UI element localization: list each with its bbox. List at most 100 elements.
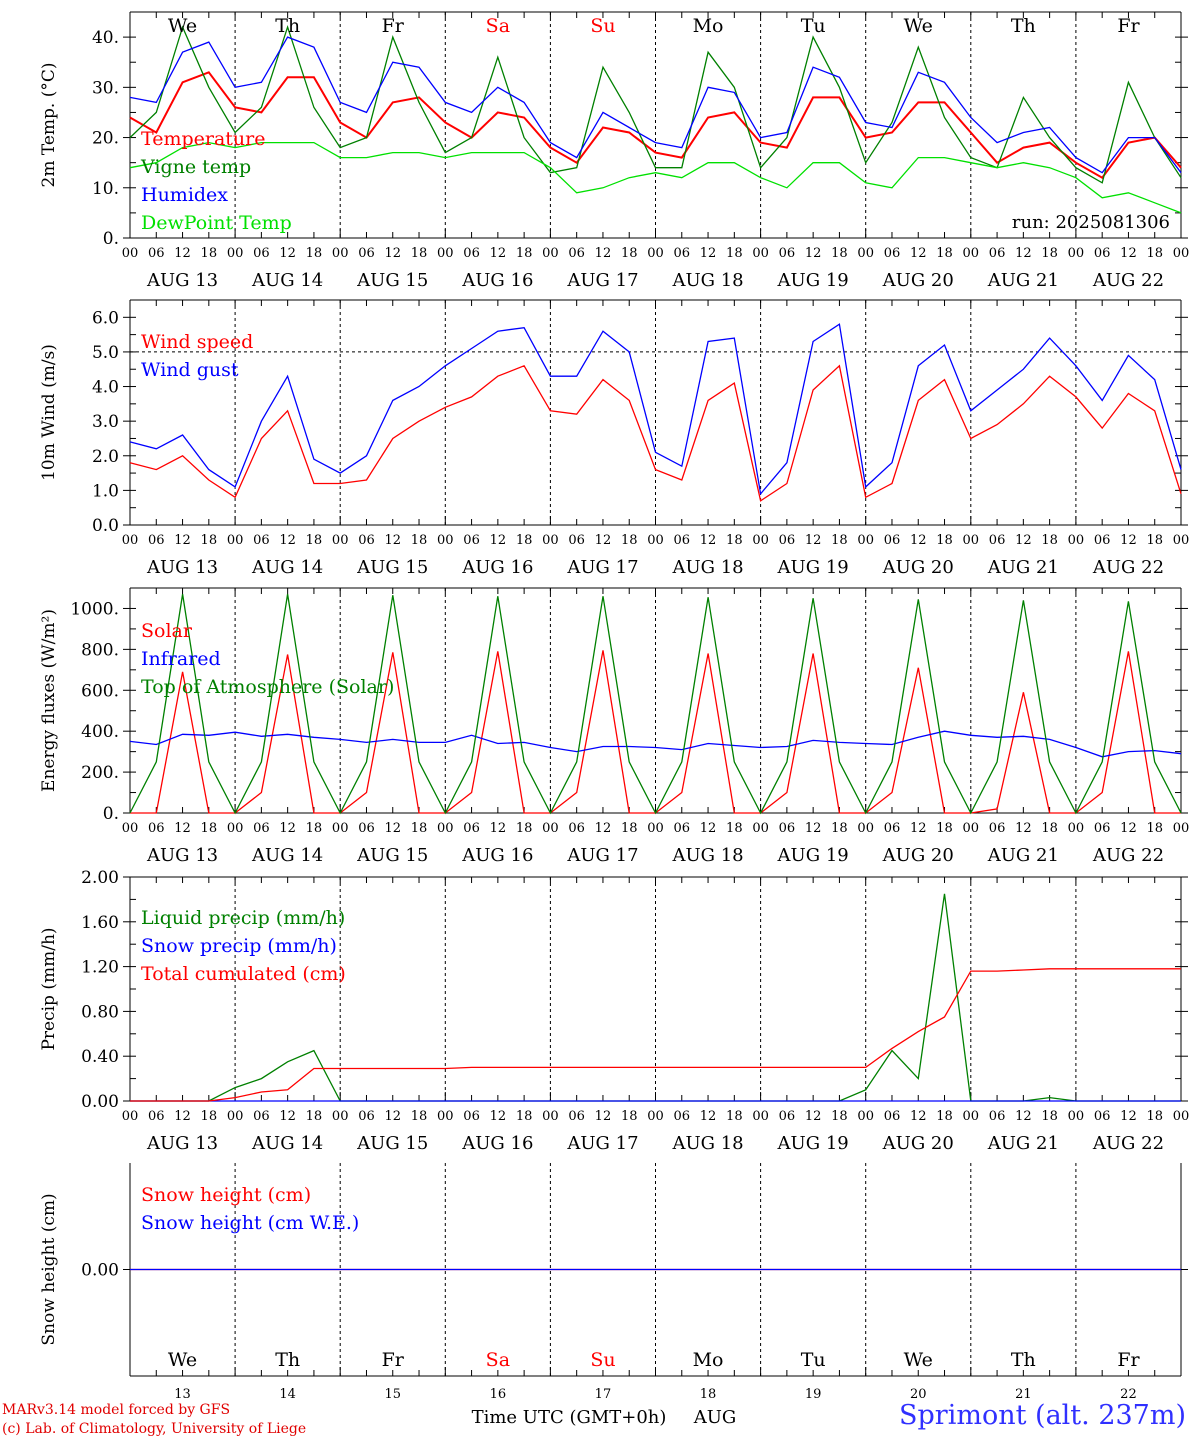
x-hour-label: 06: [463, 533, 480, 548]
x-hour-label: 18: [411, 533, 428, 548]
x-hour-label: 18: [831, 821, 848, 836]
x-hour-label: 18: [936, 246, 953, 261]
x-hour-label: 12: [174, 821, 191, 836]
x-hour-label: 18: [201, 821, 218, 836]
x-hour-label: 00: [647, 533, 664, 548]
y-axis-title: Energy fluxes (W/m²): [39, 609, 59, 792]
x-date-label: AUG 21: [987, 557, 1059, 578]
x-date-label: AUG 17: [566, 845, 638, 866]
x-hour-label: 06: [1094, 821, 1111, 836]
legend-item: Wind speed: [141, 331, 253, 353]
x-hour-label: 06: [674, 246, 691, 261]
day-name: Tu: [801, 1349, 826, 1371]
x-hour-label: 00: [122, 533, 139, 548]
x-hour-label: 12: [384, 1109, 401, 1124]
x-hour-label: 00: [542, 533, 559, 548]
day-name: Su: [590, 15, 615, 37]
x-hour-label: 06: [148, 1109, 165, 1124]
x-date-label: AUG 20: [882, 845, 954, 866]
x-hour-label: 12: [384, 821, 401, 836]
x-date-label: AUG 19: [777, 845, 849, 866]
x-hour-label: 12: [595, 1109, 612, 1124]
x-hour-label: 12: [700, 1109, 717, 1124]
x-hour-label: 06: [463, 821, 480, 836]
x-date-label: AUG 21: [987, 845, 1059, 866]
x-hour-label: 06: [568, 533, 585, 548]
x-hour-label: 06: [463, 1109, 480, 1124]
x-hour-label: 06: [148, 821, 165, 836]
x-hour-label: 12: [910, 533, 927, 548]
x-hour-label: 12: [174, 1109, 191, 1124]
series-line-infrared: [129, 730, 1182, 758]
x-date-label: AUG 21: [987, 1133, 1059, 1154]
x-hour-label: 06: [568, 1109, 585, 1124]
day-name: Mo: [693, 15, 724, 37]
x-hour-label: 00: [963, 533, 980, 548]
x-hour-label: 18: [201, 533, 218, 548]
x-hour-label: 18: [621, 533, 638, 548]
x-hour-label: 00: [1173, 246, 1190, 261]
series-line-humidex: [129, 36, 1182, 174]
x-hour-label: 12: [700, 821, 717, 836]
x-hour-label: 18: [621, 821, 638, 836]
x-date-label: AUG 22: [1092, 557, 1164, 578]
x-hour-label: 00: [332, 533, 349, 548]
x-hour-label: 18: [936, 1109, 953, 1124]
x-hour-label: 12: [1015, 821, 1032, 836]
x-hour-label: 06: [989, 533, 1006, 548]
legend-item: Snow precip (mm/h): [141, 935, 337, 957]
x-hour-label: 12: [595, 533, 612, 548]
legend-item: Vigne temp: [140, 156, 251, 178]
x-hour-label: 18: [201, 246, 218, 261]
x-date-label: AUG 16: [461, 845, 533, 866]
x-hour-label: 18: [1041, 1109, 1058, 1124]
x-hour-label: 00: [752, 1109, 769, 1124]
day-name: Tu: [801, 15, 826, 37]
panel-1: 0. 10. 20. 30. 40. 2m Temp. (°C) 00 06 12 18 00 06 1…: [39, 11, 1190, 291]
x-hour-label: 18: [516, 1109, 533, 1124]
x-hour-label: 00: [542, 1109, 559, 1124]
x-hour-label: 12: [910, 821, 927, 836]
series-line-wind-gust: [129, 323, 1182, 496]
x-hour-label: 06: [674, 533, 691, 548]
x-hour-label: 00: [752, 533, 769, 548]
x-date-label: AUG 15: [356, 557, 428, 578]
x-hour-label: 06: [989, 821, 1006, 836]
x-date-label: AUG 19: [777, 557, 849, 578]
x-hour-label: 06: [253, 1109, 270, 1124]
day-number: 18: [700, 1387, 717, 1402]
x-hour-label: 06: [779, 246, 796, 261]
x-hour-label: 06: [1094, 246, 1111, 261]
legend-item: Liquid precip (mm/h): [141, 907, 345, 929]
y-tick-label: 400.: [81, 722, 119, 742]
x-hour-label: 00: [227, 1109, 244, 1124]
x-hour-label: 06: [568, 246, 585, 261]
x-hour-label: 18: [201, 1109, 218, 1124]
x-hour-label: 00: [437, 1109, 454, 1124]
x-hour-label: 18: [411, 246, 428, 261]
day-number: 22: [1120, 1387, 1137, 1402]
x-hour-label: 00: [647, 1109, 664, 1124]
x-axis-month: AUG: [693, 1407, 737, 1428]
x-hour-label: 06: [568, 821, 585, 836]
day-name: Sa: [486, 15, 510, 37]
x-hour-label: 18: [306, 1109, 323, 1124]
y-tick-label: 0.: [103, 229, 119, 249]
x-date-label: AUG 14: [251, 270, 323, 291]
x-hour-label: 06: [358, 1109, 375, 1124]
y-tick-label: 0.00: [81, 1092, 119, 1112]
x-hour-label: 12: [384, 533, 401, 548]
x-hour-label: 00: [1068, 821, 1085, 836]
x-hour-label: 12: [805, 533, 822, 548]
x-hour-label: 12: [1015, 1109, 1032, 1124]
day-number: 15: [384, 1387, 401, 1402]
y-tick-label: 10.: [92, 179, 119, 199]
x-date-label: AUG 20: [882, 270, 954, 291]
x-date-label: AUG 19: [777, 270, 849, 291]
legend-item: Solar: [141, 620, 193, 642]
x-hour-label: 12: [1120, 1109, 1137, 1124]
x-hour-label: 12: [595, 821, 612, 836]
x-date-label: AUG 18: [671, 557, 743, 578]
x-hour-label: 06: [884, 821, 901, 836]
x-hour-label: 12: [174, 533, 191, 548]
